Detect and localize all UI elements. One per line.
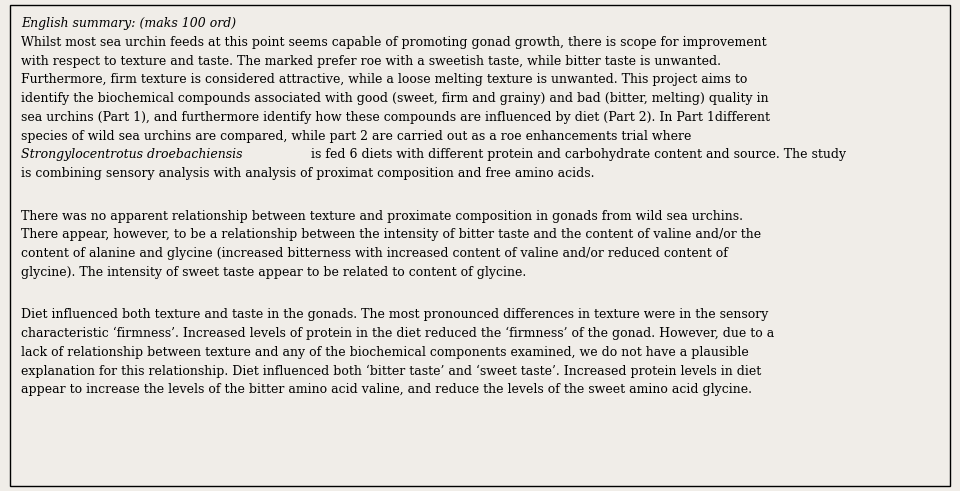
Text: is combining sensory analysis with analysis of proximat composition and free ami: is combining sensory analysis with analy… <box>21 167 594 180</box>
Text: There was no apparent relationship between texture and proximate composition in : There was no apparent relationship betwe… <box>21 210 743 222</box>
Text: Furthermore, firm texture is considered attractive, while a loose melting textur: Furthermore, firm texture is considered … <box>21 74 748 86</box>
Text: is fed 6 diets with different protein and carbohydrate content and source. The s: is fed 6 diets with different protein an… <box>307 148 846 162</box>
Text: identify the biochemical compounds associated with good (sweet, firm and grainy): identify the biochemical compounds assoc… <box>21 92 769 105</box>
Text: glycine). The intensity of sweet taste appear to be related to content of glycin: glycine). The intensity of sweet taste a… <box>21 266 526 279</box>
Text: Strongylocentrotus droebachiensis: Strongylocentrotus droebachiensis <box>21 148 243 162</box>
Text: appear to increase the levels of the bitter amino acid valine, and reduce the le: appear to increase the levels of the bit… <box>21 383 752 396</box>
Text: Whilst most sea urchin feeds at this point seems capable of promoting gonad grow: Whilst most sea urchin feeds at this poi… <box>21 36 767 49</box>
Text: species of wild sea urchins are compared, while part 2 are carried out as a roe : species of wild sea urchins are compared… <box>21 130 691 143</box>
FancyBboxPatch shape <box>10 5 950 486</box>
Text: There appear, however, to be a relationship between the intensity of bitter tast: There appear, however, to be a relations… <box>21 228 761 241</box>
Text: with respect to texture and taste. The marked prefer roe with a sweetish taste, : with respect to texture and taste. The m… <box>21 55 721 68</box>
Text: Diet influenced both texture and taste in the gonads. The most pronounced differ: Diet influenced both texture and taste i… <box>21 308 769 321</box>
Text: explanation for this relationship. Diet influenced both ‘bitter taste’ and ‘swee: explanation for this relationship. Diet … <box>21 364 761 378</box>
Text: content of alanine and glycine (increased bitterness with increased content of v: content of alanine and glycine (increase… <box>21 247 728 260</box>
Text: sea urchins (Part 1), and furthermore identify how these compounds are influence: sea urchins (Part 1), and furthermore id… <box>21 111 770 124</box>
Text: English summary: (maks 100 ord): English summary: (maks 100 ord) <box>21 17 236 30</box>
Text: lack of relationship between texture and any of the biochemical components exami: lack of relationship between texture and… <box>21 346 749 358</box>
Text: characteristic ‘firmness’. Increased levels of protein in the diet reduced the ‘: characteristic ‘firmness’. Increased lev… <box>21 327 775 340</box>
